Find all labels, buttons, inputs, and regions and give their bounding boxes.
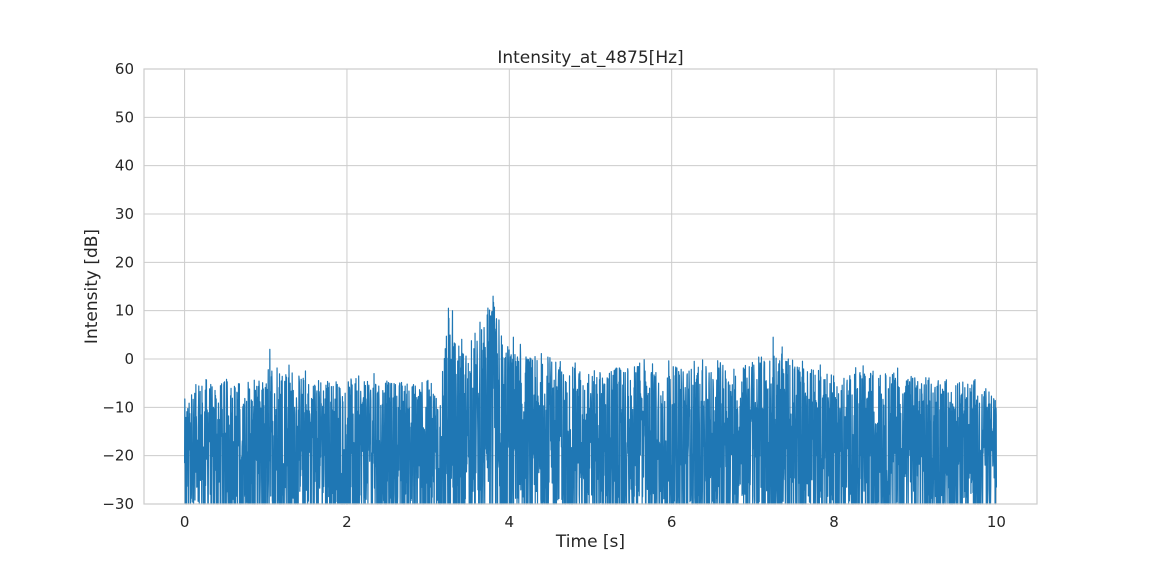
- y-tick-label: 0: [124, 350, 134, 368]
- x-tick-label: 0: [180, 513, 190, 531]
- intensity-series-line: [183, 295, 998, 505]
- x-tick-label: 4: [505, 513, 515, 531]
- x-tick-label: 10: [987, 513, 1006, 531]
- y-tick-label: 50: [115, 108, 134, 126]
- series-layer: [183, 295, 998, 505]
- grid: [144, 68, 1037, 505]
- tick-labels: 0 2 4 6 8 10 −30 −20 −10 0 10 20 30 40 50 60: [102, 60, 1006, 531]
- plot-frame: [143, 68, 1038, 505]
- y-tick-label: −30: [102, 495, 134, 513]
- y-tick-label: −20: [102, 447, 134, 465]
- y-tick-label: 30: [115, 205, 134, 223]
- y-tick-label: 40: [115, 157, 134, 175]
- chart-title: Intensity_at_4875[Hz]: [497, 48, 683, 68]
- y-tick-label: 10: [115, 302, 134, 320]
- y-tick-label: 60: [115, 60, 134, 78]
- x-axis-label: Time [s]: [555, 532, 625, 552]
- y-tick-label: −10: [102, 398, 134, 416]
- x-tick-label: 8: [829, 513, 839, 531]
- y-axis-label: Intensity [dB]: [82, 229, 102, 344]
- y-tick-label: 20: [115, 253, 134, 271]
- x-tick-label: 2: [342, 513, 352, 531]
- x-tick-label: 6: [667, 513, 677, 531]
